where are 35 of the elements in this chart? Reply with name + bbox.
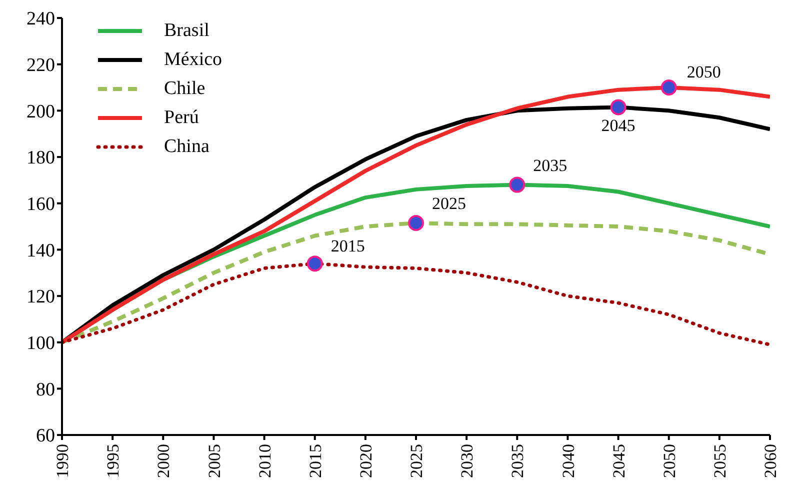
y-tick-label: 160: [26, 194, 55, 216]
legend-label: México: [164, 48, 222, 72]
annotation: 2045: [601, 116, 636, 136]
x-tick-label: 2040: [558, 444, 578, 478]
annotation: 2035: [533, 156, 568, 175]
x-tick-label: 2060: [761, 444, 780, 478]
y-tick-label: 240: [26, 8, 55, 30]
annotation: 2025: [432, 194, 466, 214]
x-tick-label: 2020: [356, 444, 376, 478]
x-tick-label: 2010: [255, 444, 274, 478]
y-tick-label: 60: [36, 426, 55, 447]
y-tick-label: 180: [26, 148, 55, 169]
x-tick-label: 2055: [710, 444, 730, 478]
y-tick-label: 140: [26, 240, 55, 262]
legend-label: Perú: [164, 106, 199, 130]
y-tick-label: 80: [36, 379, 55, 400]
legend-label: China: [164, 135, 210, 159]
y-tick-label: 220: [26, 55, 55, 76]
x-tick-label: 1990: [53, 444, 72, 478]
x-tick-label: 2050: [660, 444, 679, 478]
y-tick-label: 120: [26, 286, 55, 308]
x-tick-label: 2035: [508, 444, 528, 478]
annotation: 2050: [686, 62, 721, 82]
x-tick-label: 2000: [154, 444, 174, 478]
x-tick-label: 2025: [407, 444, 426, 478]
x-tick-label: 2045: [609, 444, 628, 478]
x-tick-label: 2015: [306, 444, 325, 478]
annotation: 2015: [330, 236, 365, 256]
y-tick-label: 100: [26, 333, 55, 354]
x-tick-label: 2005: [204, 444, 224, 478]
x-tick-label: 2030: [458, 444, 477, 478]
legend-label: Brasil: [164, 19, 210, 43]
x-tick-label: 1995: [104, 444, 123, 478]
y-tick-label: 200: [26, 101, 55, 122]
legend-label: Chile: [164, 77, 206, 101]
